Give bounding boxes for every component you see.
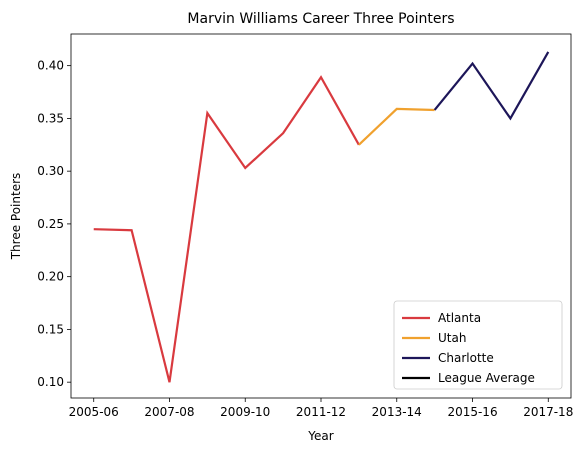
x-tick-label: 2013-14 — [372, 405, 422, 419]
y-axis-ticks: 0.10 0.15 0.20 0.25 0.30 0.35 0.40 — [37, 59, 71, 389]
y-tick-label: 0.15 — [37, 322, 64, 336]
x-tick-label: 2005-06 — [69, 405, 119, 419]
y-tick-label: 0.30 — [37, 164, 64, 178]
series-line-charlotte — [433, 51, 550, 121]
x-tick-label: 2009-10 — [220, 405, 270, 419]
legend-label-atlanta: Atlanta — [438, 311, 481, 325]
y-tick-label: 0.40 — [37, 59, 64, 73]
y-axis-label: Three Pointers — [9, 173, 23, 261]
chart-title: Marvin Williams Career Three Pointers — [187, 11, 454, 27]
x-axis-label: Year — [307, 429, 333, 443]
series-lines — [93, 51, 550, 383]
x-tick-label: 2007-08 — [144, 405, 194, 419]
y-tick-label: 0.35 — [37, 111, 64, 125]
y-tick-label: 0.10 — [37, 375, 64, 389]
legend-label-charlotte: Charlotte — [438, 351, 494, 365]
legend: Atlanta Utah Charlotte League Average — [393, 300, 563, 390]
series-line-utah — [358, 107, 435, 146]
x-tick-label: 2015-16 — [447, 405, 497, 419]
x-axis-ticks: 2005-06 2007-08 2009-10 2011-12 2013-14 2015-… — [69, 398, 573, 419]
y-tick-label: 0.20 — [37, 270, 64, 284]
series-line-atlanta — [93, 75, 360, 383]
x-tick-label: 2011-12 — [296, 405, 346, 419]
legend-label-utah: Utah — [438, 331, 466, 345]
x-tick-label: 2017-18 — [523, 405, 573, 419]
y-tick-label: 0.25 — [37, 217, 64, 231]
legend-box — [393, 300, 563, 390]
legend-label-league-average: League Average — [438, 371, 535, 385]
